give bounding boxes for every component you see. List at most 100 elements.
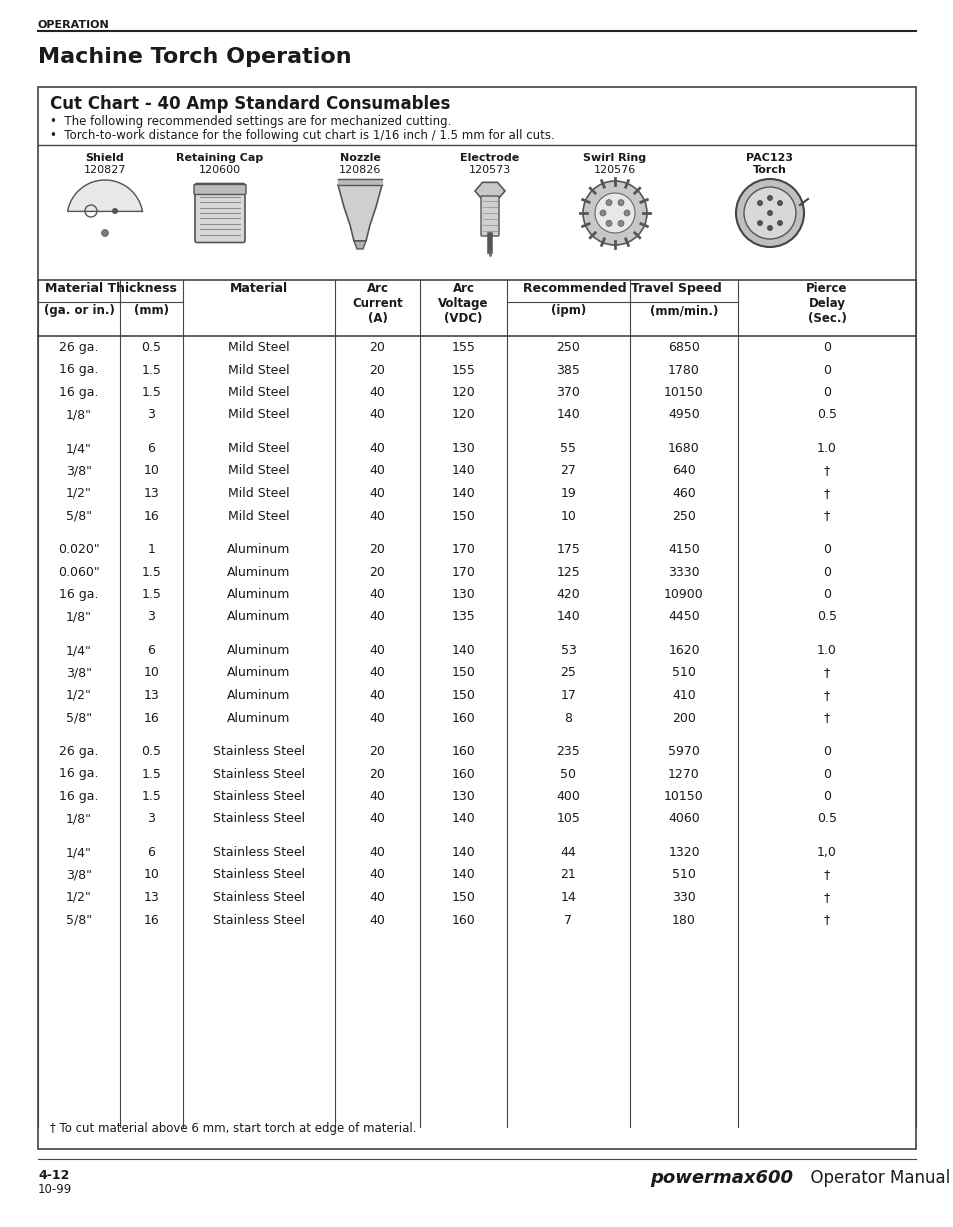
Circle shape (605, 200, 612, 206)
Text: 1/8": 1/8" (66, 611, 91, 623)
Text: 16: 16 (144, 509, 159, 523)
Text: 14: 14 (560, 891, 576, 904)
Text: 5/8": 5/8" (66, 509, 92, 523)
Circle shape (101, 229, 109, 237)
Text: 0: 0 (822, 544, 830, 556)
Text: Swirl Ring: Swirl Ring (583, 153, 646, 163)
Text: Aluminum: Aluminum (227, 588, 291, 601)
Bar (337, 179, 381, 185)
Text: 40: 40 (369, 409, 385, 422)
Text: 20: 20 (369, 363, 385, 377)
Text: Retaining Cap: Retaining Cap (176, 153, 263, 163)
Text: Mild Steel: Mild Steel (228, 509, 290, 523)
Text: 6: 6 (148, 845, 155, 859)
Circle shape (599, 210, 605, 216)
Text: 150: 150 (451, 666, 475, 680)
Circle shape (777, 221, 781, 226)
Text: Mild Steel: Mild Steel (228, 465, 290, 477)
Text: 400: 400 (556, 790, 579, 802)
Text: Mild Steel: Mild Steel (228, 363, 290, 377)
Text: 16: 16 (144, 913, 159, 926)
Text: 1: 1 (148, 544, 155, 556)
Text: Material Thickness: Material Thickness (45, 282, 176, 294)
Text: 1.0: 1.0 (816, 644, 836, 656)
Text: 20: 20 (369, 768, 385, 780)
Circle shape (743, 187, 795, 239)
Text: 1/4": 1/4" (66, 442, 91, 455)
Text: Mild Steel: Mild Steel (228, 442, 290, 455)
Text: 200: 200 (671, 712, 695, 724)
Text: 1/2": 1/2" (66, 690, 91, 702)
Text: 0: 0 (822, 588, 830, 601)
Text: 40: 40 (369, 387, 385, 399)
Text: 120826: 120826 (338, 164, 381, 175)
Text: 7: 7 (564, 913, 572, 926)
Text: 17: 17 (560, 690, 576, 702)
Text: 1270: 1270 (667, 768, 700, 780)
Text: Mild Steel: Mild Steel (228, 387, 290, 399)
Text: 410: 410 (672, 690, 695, 702)
Text: †: † (823, 509, 829, 523)
Text: 370: 370 (556, 387, 579, 399)
Text: 21: 21 (560, 869, 576, 881)
Text: 460: 460 (672, 487, 695, 499)
Text: 40: 40 (369, 588, 385, 601)
Text: 8: 8 (564, 712, 572, 724)
Text: 120: 120 (451, 387, 475, 399)
Text: •  Torch-to-work distance for the following cut chart is 1/16 inch / 1.5 mm for : • Torch-to-work distance for the followi… (50, 129, 554, 142)
Text: 40: 40 (369, 891, 385, 904)
Text: 3: 3 (148, 611, 155, 623)
Text: †: † (823, 891, 829, 904)
Text: 330: 330 (672, 891, 695, 904)
Text: 1/4": 1/4" (66, 845, 91, 859)
Text: Machine Torch Operation: Machine Torch Operation (38, 47, 352, 67)
Text: 640: 640 (672, 465, 695, 477)
Text: †: † (823, 712, 829, 724)
Text: 510: 510 (671, 666, 695, 680)
Text: Material: Material (230, 282, 288, 294)
Text: 1.5: 1.5 (141, 768, 161, 780)
Text: Arc
Voltage
(VDC): Arc Voltage (VDC) (437, 282, 488, 325)
Text: 0: 0 (822, 768, 830, 780)
Text: 16 ga.: 16 ga. (59, 588, 99, 601)
Circle shape (757, 221, 761, 226)
Text: (mm/min.): (mm/min.) (649, 304, 718, 317)
Text: Stainless Steel: Stainless Steel (213, 913, 305, 926)
Text: 250: 250 (556, 341, 579, 355)
Circle shape (735, 179, 803, 247)
Text: 3/8": 3/8" (66, 666, 91, 680)
Text: 1/2": 1/2" (66, 891, 91, 904)
Text: 3330: 3330 (667, 566, 700, 578)
Text: 40: 40 (369, 690, 385, 702)
Text: 1/8": 1/8" (66, 812, 91, 826)
Text: 0: 0 (822, 745, 830, 758)
Text: 120827: 120827 (84, 164, 126, 175)
Polygon shape (68, 180, 142, 211)
Text: †: † (823, 869, 829, 881)
Text: Stainless Steel: Stainless Steel (213, 869, 305, 881)
Text: Aluminum: Aluminum (227, 566, 291, 578)
Text: 13: 13 (144, 487, 159, 499)
Text: 130: 130 (451, 588, 475, 601)
Text: Shield: Shield (86, 153, 124, 163)
Text: 0.5: 0.5 (816, 812, 836, 826)
Text: 170: 170 (451, 566, 475, 578)
Text: Stainless Steel: Stainless Steel (213, 768, 305, 780)
Text: 170: 170 (451, 544, 475, 556)
Text: 135: 135 (451, 611, 475, 623)
Text: 1620: 1620 (667, 644, 700, 656)
Text: 40: 40 (369, 487, 385, 499)
Text: 1780: 1780 (667, 363, 700, 377)
Text: (mm): (mm) (133, 304, 169, 317)
Text: 10150: 10150 (663, 387, 703, 399)
Text: 140: 140 (451, 487, 475, 499)
Text: 16 ga.: 16 ga. (59, 768, 99, 780)
Text: 1.5: 1.5 (141, 790, 161, 802)
Circle shape (618, 221, 623, 227)
Text: 6850: 6850 (667, 341, 700, 355)
Text: 4-12: 4-12 (38, 1169, 70, 1182)
Text: 40: 40 (369, 644, 385, 656)
Text: 10900: 10900 (663, 588, 703, 601)
Text: 1680: 1680 (667, 442, 700, 455)
Text: 10: 10 (143, 666, 159, 680)
